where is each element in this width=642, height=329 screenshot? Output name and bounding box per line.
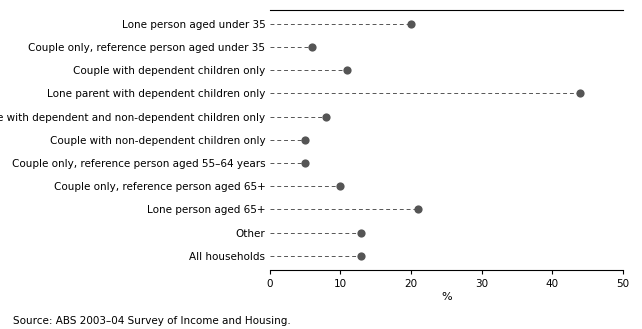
Point — [406, 21, 416, 26]
Point — [575, 91, 586, 96]
Point — [321, 114, 331, 119]
Point — [356, 230, 367, 235]
Point — [300, 137, 310, 142]
Text: Source: ABS 2003–04 Survey of Income and Housing.: Source: ABS 2003–04 Survey of Income and… — [13, 316, 291, 326]
Point — [413, 207, 423, 212]
X-axis label: %: % — [441, 291, 451, 302]
Point — [307, 44, 317, 50]
Point — [356, 253, 367, 259]
Point — [300, 161, 310, 166]
Point — [342, 67, 352, 73]
Point — [335, 184, 345, 189]
